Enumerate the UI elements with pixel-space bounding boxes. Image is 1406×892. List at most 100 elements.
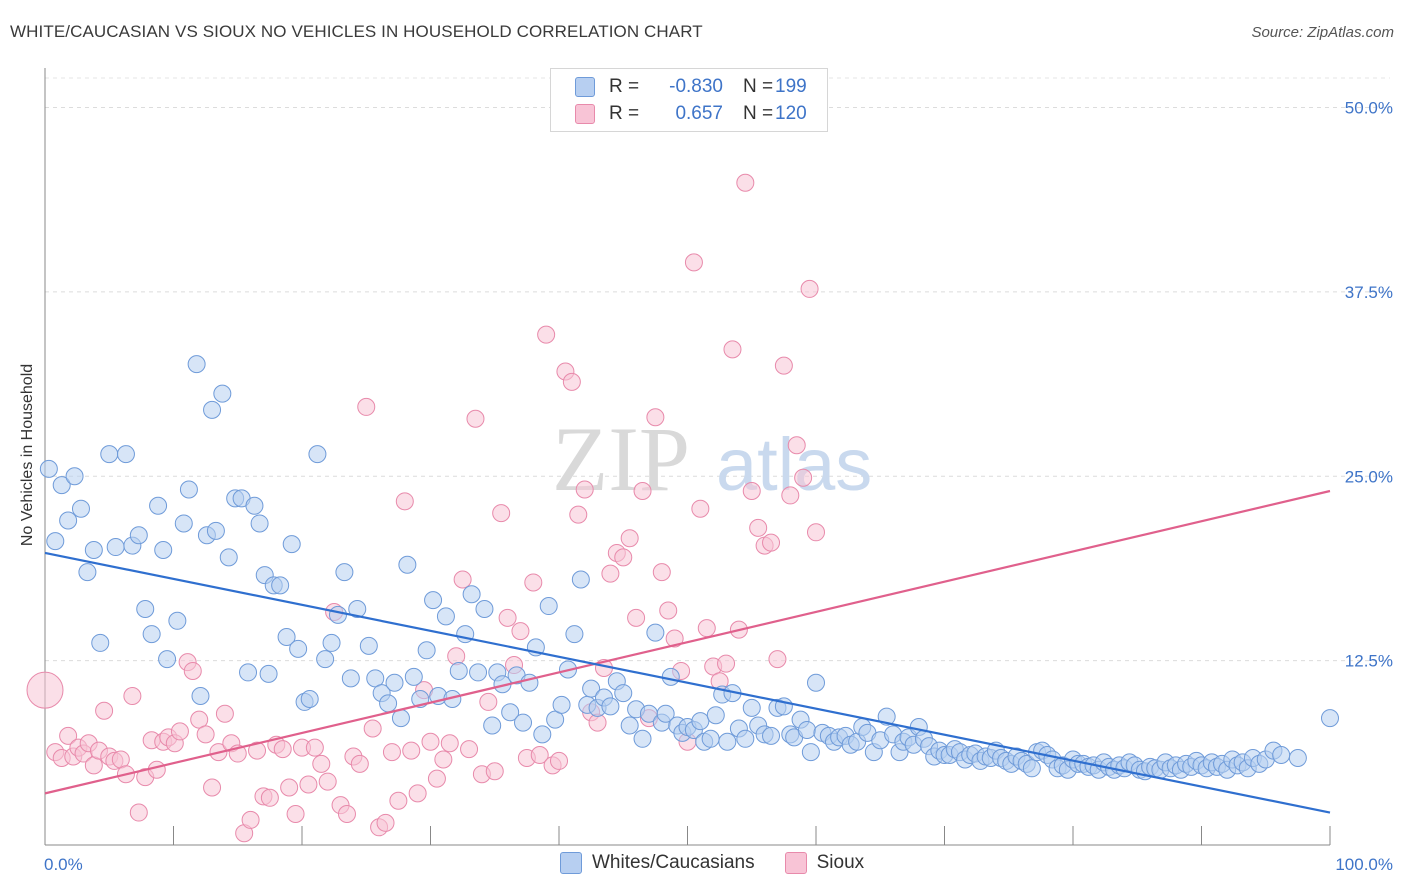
legend-n-label: N = xyxy=(743,103,774,124)
sioux-point xyxy=(742,482,761,500)
whites-point xyxy=(136,600,155,618)
whites-point xyxy=(436,607,455,626)
whites-point xyxy=(614,684,633,703)
sioux-point xyxy=(95,701,114,720)
sioux-point xyxy=(614,548,633,567)
y-tick-label: 25.0% xyxy=(1345,467,1393,486)
sioux-point xyxy=(762,533,781,552)
legend-r-label: R = xyxy=(609,76,640,97)
whites-point xyxy=(391,709,410,728)
sioux-point xyxy=(550,751,568,770)
whites-point xyxy=(59,511,78,530)
sioux-point xyxy=(318,772,337,791)
whites-point xyxy=(271,576,290,595)
whites-point xyxy=(300,689,319,708)
sioux-point xyxy=(408,784,427,803)
whites-point xyxy=(582,679,601,698)
whites-point xyxy=(718,732,737,751)
whites-point xyxy=(533,725,552,744)
whites-point xyxy=(1272,746,1291,765)
sioux-point xyxy=(123,687,142,706)
whites-point xyxy=(71,499,90,518)
whites-point xyxy=(552,695,571,714)
whites-point xyxy=(106,538,125,557)
y-tick-label: 50.0% xyxy=(1345,99,1393,118)
whites-point xyxy=(158,650,177,669)
whites-point xyxy=(691,712,710,731)
whites-point xyxy=(341,669,360,688)
whites-point xyxy=(78,563,97,582)
sioux-point xyxy=(241,810,260,829)
sioux-point xyxy=(768,650,787,669)
whites-point xyxy=(282,535,301,554)
sioux-point xyxy=(794,468,813,487)
sioux-point xyxy=(774,356,793,375)
whites-point xyxy=(501,703,520,722)
whites-point xyxy=(52,476,71,495)
sioux-point xyxy=(434,750,453,769)
legend-r-value: -0.830 xyxy=(669,76,723,97)
whites-point xyxy=(168,611,187,630)
bottom-legend-whites: Whites/Caucasians xyxy=(560,852,755,874)
legend: R = -0.830 N = 199 R = 0.657 N = 120 xyxy=(550,68,828,132)
sioux-point xyxy=(389,791,408,810)
whites-point xyxy=(514,713,533,732)
whites-point xyxy=(116,445,135,464)
sioux-point xyxy=(421,732,440,751)
sioux-points xyxy=(26,173,825,843)
y-tick-label: 12.5% xyxy=(1345,652,1393,671)
pink-swatch-icon xyxy=(575,104,595,124)
sioux-point xyxy=(736,173,755,192)
sioux-point xyxy=(537,325,556,344)
sioux-point xyxy=(440,734,459,753)
sioux-point xyxy=(363,719,382,738)
whites-point xyxy=(633,729,652,748)
legend-n-value: 120 xyxy=(775,103,807,124)
whites-point xyxy=(239,663,258,682)
whites-point xyxy=(1022,759,1041,778)
legend-r-label: R = xyxy=(609,103,640,124)
whites-point xyxy=(469,663,488,682)
sioux-point xyxy=(749,518,768,537)
sioux-point xyxy=(260,788,279,807)
whites-point xyxy=(277,628,296,647)
sioux-point xyxy=(511,622,530,641)
whites-point xyxy=(328,605,347,624)
watermark: ZIP atlas xyxy=(552,408,872,510)
sioux-point xyxy=(427,769,446,788)
sioux-point xyxy=(575,480,594,499)
whites-point xyxy=(646,623,665,642)
sioux-point xyxy=(479,692,498,711)
whites-point xyxy=(39,459,58,478)
legend-n-value: 199 xyxy=(775,76,807,97)
sioux-point xyxy=(524,573,543,592)
chart-title: WHITE/CAUCASIAN VS SIOUX NO VEHICLES IN … xyxy=(10,22,703,41)
sioux-point xyxy=(447,647,466,666)
whites-point xyxy=(219,548,238,567)
blue-swatch-icon xyxy=(560,852,582,874)
sioux-point xyxy=(453,570,472,589)
sioux-point xyxy=(286,805,305,824)
whites-point xyxy=(801,743,820,762)
blue-swatch-icon xyxy=(575,77,595,97)
whites-point xyxy=(404,667,423,686)
sioux-point xyxy=(800,279,819,298)
sioux-point xyxy=(350,754,369,773)
whites-point xyxy=(84,541,103,559)
whites-point xyxy=(601,697,620,716)
whites-point xyxy=(348,600,367,618)
sioux-point xyxy=(196,725,215,744)
sioux-point xyxy=(305,738,324,757)
sioux-point xyxy=(215,704,234,723)
legend-n-label: N = xyxy=(743,76,774,97)
whites-point xyxy=(250,514,269,533)
whites-point xyxy=(142,625,161,644)
sioux-point xyxy=(787,436,806,455)
sioux-point xyxy=(312,754,331,773)
whites-point xyxy=(335,563,354,582)
whites-point xyxy=(1321,709,1339,728)
whites-point xyxy=(656,704,675,723)
whites-point xyxy=(475,600,494,618)
whites-point xyxy=(701,729,720,748)
